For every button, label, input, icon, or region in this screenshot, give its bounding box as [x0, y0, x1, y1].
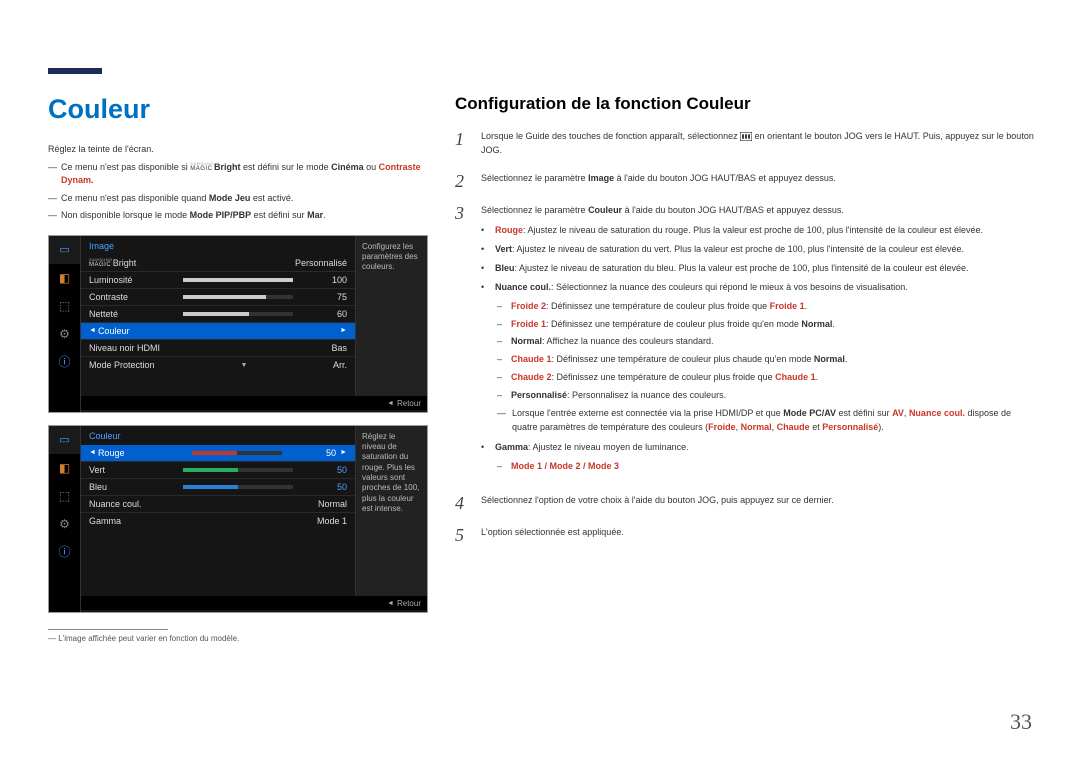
- mar-bold: Mar: [307, 210, 323, 220]
- osd-footer-2: Retour: [49, 596, 427, 610]
- info-tab-icon-2[interactable]: ⓘ: [49, 538, 80, 566]
- accent-bar: [48, 68, 102, 74]
- right-arrow-icon: ►: [299, 327, 347, 334]
- sub-froide1: ‒Froide 1: Définissez une température de…: [497, 318, 1035, 332]
- menu-icon: [740, 132, 752, 141]
- sub-modes: ‒Mode 1 / Mode 2 / Mode 3: [497, 460, 1035, 474]
- s5: L'option sélectionnée est appliquée.: [481, 526, 1035, 544]
- image-tab-icon-2[interactable]: ▭: [49, 426, 80, 454]
- row-luminosite[interactable]: Luminosité 100: [81, 271, 355, 288]
- row-niveau-noir[interactable]: Niveau noir HDMI Bas: [81, 339, 355, 356]
- right-arrow-icon-2: ►: [340, 449, 347, 456]
- row-nuance[interactable]: Nuance coul. Normal: [81, 495, 355, 512]
- sub-normal: ‒Normal: Affichez la nuance des couleurs…: [497, 335, 1035, 349]
- step-num-5: 5: [455, 526, 471, 544]
- bullet-vert: •Vert: Ajustez le niveau de saturation d…: [481, 243, 1035, 257]
- bullet-bleu: •Bleu: Ajustez le niveau de saturation d…: [481, 262, 1035, 276]
- osd-header: Image: [81, 236, 355, 255]
- bullet-nuance: •Nuance coul.: Sélectionnez la nuance de…: [481, 281, 1035, 295]
- info-tab-icon[interactable]: ⓘ: [49, 348, 80, 376]
- bullet-gamma: •Gamma: Ajustez le niveau moyen de lumin…: [481, 441, 1035, 455]
- note-2: ― Ce menu n'est pas disponible quand Mod…: [48, 192, 428, 206]
- sub-chaude1: ‒Chaude 1: Définissez une température de…: [497, 353, 1035, 367]
- step-5: 5 L'option sélectionnée est appliquée.: [455, 526, 1035, 544]
- mode-jeu: Mode Jeu: [209, 193, 251, 203]
- page-number: 33: [1010, 709, 1032, 735]
- note-3c: est défini sur: [251, 210, 307, 220]
- step-num-2: 2: [455, 172, 471, 190]
- display-tab-icon[interactable]: ⬚: [49, 292, 80, 320]
- osd-menu-image: ▭ ◧ ⬚ ⚙ ⓘ Configurez les paramètres des …: [48, 235, 428, 413]
- s2b: Image: [588, 173, 614, 183]
- row-couleur[interactable]: ◄ Couleur ►: [81, 322, 355, 339]
- image-tab-icon[interactable]: ▭: [49, 236, 80, 264]
- sub-note: ― Lorsque l'entrée externe est connectée…: [497, 407, 1035, 435]
- note-2c: est activé.: [250, 193, 293, 203]
- step-2: 2 Sélectionnez le paramètre Image à l'ai…: [455, 172, 1035, 190]
- s3c: à l'aide du bouton JOG HAUT/BAS et appuy…: [622, 205, 844, 215]
- note-2a: Ce menu n'est pas disponible quand: [61, 193, 209, 203]
- left-arrow-icon-2: ◄: [89, 449, 96, 456]
- s4: Sélectionnez l'option de votre choix à l…: [481, 494, 1035, 512]
- footnote-rule: [48, 629, 168, 630]
- left-arrow-icon: ◄: [89, 327, 96, 334]
- samsung-magic-logo: SAMSUNGMAGIC: [190, 162, 214, 172]
- row-bright[interactable]: SAMSUNGMAGICBright Personnalisé: [81, 255, 355, 271]
- osd-left-icons: ▭ ◧ ⬚ ⚙ ⓘ: [49, 236, 81, 412]
- sub-froide2: ‒Froide 2: Définissez une température de…: [497, 300, 1035, 314]
- footnote: ― L'image affichée peut varier en foncti…: [48, 634, 428, 643]
- row-vert[interactable]: Vert 50: [81, 461, 355, 478]
- step1-a: Lorsque le Guide des touches de fonction…: [481, 131, 740, 141]
- settings-tab-icon-2[interactable]: ⚙: [49, 510, 80, 538]
- note-1e: ou: [364, 162, 379, 172]
- display-tab-icon-2[interactable]: ⬚: [49, 482, 80, 510]
- row-contraste[interactable]: Contraste 75: [81, 288, 355, 305]
- cinema-bold: Cinéma: [331, 162, 364, 172]
- right-column: Configuration de la fonction Couleur 1 L…: [455, 94, 1035, 558]
- page-title: Couleur: [48, 94, 428, 125]
- step-num-4: 4: [455, 494, 471, 512]
- row-nettete[interactable]: Netteté 60: [81, 305, 355, 322]
- osd-help-text-2: Réglez le niveau de saturation du rouge.…: [355, 426, 427, 596]
- row-gamma[interactable]: Gamma Mode 1: [81, 512, 355, 529]
- bright-bold: Bright: [214, 162, 241, 172]
- left-column: Couleur Réglez la teinte de l'écran. ― C…: [48, 94, 428, 643]
- osd-menu-couleur: ▭ ◧ ⬚ ⚙ ⓘ Réglez le niveau de saturation…: [48, 425, 428, 613]
- settings-tab-icon[interactable]: ⚙: [49, 320, 80, 348]
- pip-tab-icon-2[interactable]: ◧: [49, 454, 80, 482]
- step-4: 4 Sélectionnez l'option de votre choix à…: [455, 494, 1035, 512]
- bullet-rouge: •Rouge: Ajustez le niveau de saturation …: [481, 224, 1035, 238]
- osd-header-2: Couleur: [81, 426, 355, 445]
- step-num-1: 1: [455, 130, 471, 158]
- step-num-3: 3: [455, 204, 471, 480]
- s3a: Sélectionnez le paramètre: [481, 205, 588, 215]
- sub-perso: ‒Personnalisé: Personnalisez la nuance d…: [497, 389, 1035, 403]
- note-1: ― Ce menu n'est pas disponible si SAMSUN…: [48, 161, 428, 188]
- s3b: Couleur: [588, 205, 622, 215]
- step-3: 3 Sélectionnez le paramètre Couleur à l'…: [455, 204, 1035, 480]
- note-3a: Non disponible lorsque le mode: [61, 210, 190, 220]
- step-1: 1 Lorsque le Guide des touches de foncti…: [455, 130, 1035, 158]
- mode-pip: Mode PIP/PBP: [190, 210, 252, 220]
- intro-text: Réglez la teinte de l'écran.: [48, 143, 428, 157]
- row-bleu[interactable]: Bleu 50: [81, 478, 355, 495]
- more-down-icon: ▼: [195, 361, 293, 369]
- note-1a: Ce menu n'est pas disponible si: [61, 162, 190, 172]
- note-3e: .: [323, 210, 326, 220]
- osd-footer: Retour: [49, 396, 427, 410]
- osd-left-icons-2: ▭ ◧ ⬚ ⚙ ⓘ: [49, 426, 81, 612]
- note-3: ― Non disponible lorsque le mode Mode PI…: [48, 209, 428, 223]
- s2c: à l'aide du bouton JOG HAUT/BAS et appuy…: [614, 173, 836, 183]
- s2a: Sélectionnez le paramètre: [481, 173, 588, 183]
- row-protection[interactable]: Mode Protection ▼ Arr.: [81, 356, 355, 373]
- note-1c: est défini sur le mode: [241, 162, 332, 172]
- sub-chaude2: ‒Chaude 2: Définissez une température de…: [497, 371, 1035, 385]
- osd-help-text: Configurez les paramètres des couleurs.: [355, 236, 427, 396]
- row-rouge[interactable]: ◄ Rouge 50 ►: [81, 445, 355, 461]
- section-title: Configuration de la fonction Couleur: [455, 94, 1035, 114]
- pip-tab-icon[interactable]: ◧: [49, 264, 80, 292]
